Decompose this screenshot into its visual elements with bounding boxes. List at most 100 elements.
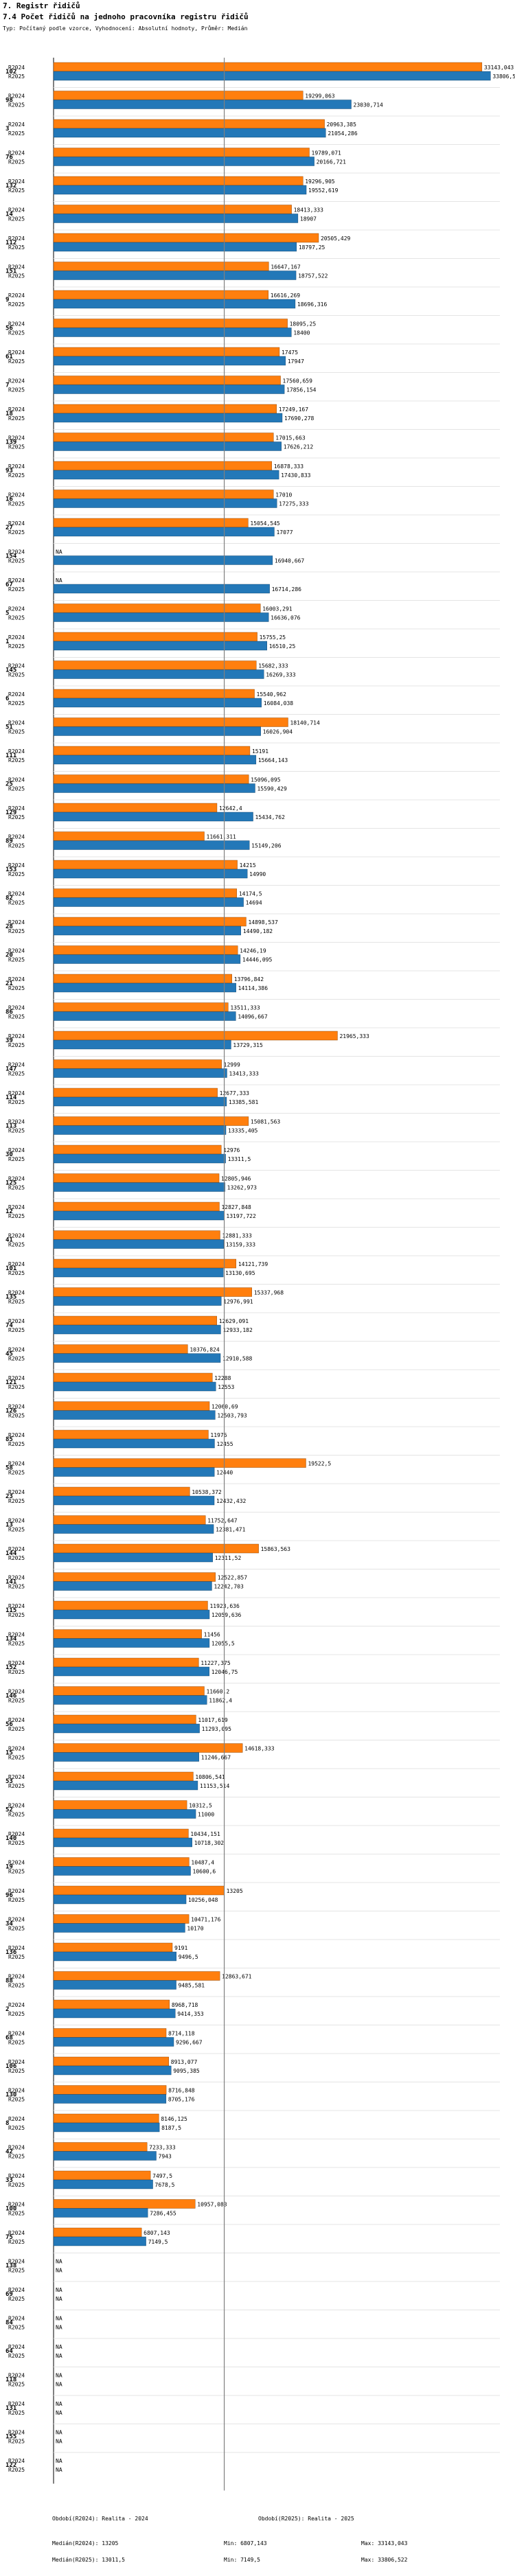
bar-r2025 [53, 869, 248, 879]
series-label-r2024: R2024 [8, 1290, 25, 1296]
series-label-r2025: R2025 [8, 1840, 25, 1846]
series-label-r2025: R2025 [8, 2182, 25, 2188]
bar-r2025 [53, 1381, 216, 1392]
footer-median-2024: Medián(R2024): 13205 [52, 2540, 119, 2546]
bar-r2024 [53, 2113, 159, 2124]
category-label: 28 [5, 923, 13, 930]
bar-r2025 [53, 299, 296, 309]
category-label: 102 [5, 69, 16, 76]
category-label: 42 [5, 2149, 13, 2156]
value-label-r2025: 9496,5 [179, 1954, 198, 1960]
bar-r2025 [53, 1524, 214, 1534]
series-label-r2025: R2025 [8, 2382, 25, 2388]
series-label-r2025: R2025 [8, 444, 25, 450]
series-label-r2024: R2024 [8, 1347, 25, 1353]
category-label: 88 [5, 1978, 13, 1985]
value-label-r2025: NA [56, 2467, 62, 2473]
value-label-r2024: 12999 [224, 1062, 240, 1068]
category-label: 58 [5, 1465, 13, 1472]
series-label-r2025: R2025 [8, 330, 25, 336]
bar-r2024 [53, 319, 288, 328]
series-label-r2025: R2025 [8, 1270, 25, 1276]
bar-r2025 [53, 1695, 207, 1705]
bar-r2025 [53, 1182, 225, 1192]
value-label-r2024: 12060,69 [211, 1404, 238, 1410]
series-label-r2025: R2025 [8, 73, 25, 80]
series-label-r2024: R2024 [8, 634, 25, 641]
bar-r2025 [53, 612, 269, 622]
value-label-r2025: 12432,432 [216, 1498, 247, 1504]
series-label-r2024: R2024 [8, 1689, 25, 1695]
bar-r2024 [53, 1344, 188, 1354]
bar-r2024 [53, 1429, 209, 1440]
bar-r2025 [53, 2151, 157, 2161]
bar-r2025 [53, 100, 352, 109]
category-label: 41 [5, 1237, 13, 1244]
value-label-r2024: 13511,333 [230, 1005, 260, 1011]
bar-r2024 [53, 1800, 187, 1810]
category-label: 56 [5, 325, 13, 332]
value-label-r2025: 12242,703 [214, 1584, 244, 1590]
chart-title: 7.4 Počet řidičů na jednoho pracovníka r… [3, 12, 249, 21]
series-label-r2025: R2025 [8, 2296, 25, 2302]
value-label-r2024: 6807,143 [144, 2230, 170, 2236]
value-label-r2025: 12440 [216, 1470, 233, 1476]
category-label: 98 [5, 97, 13, 104]
value-label-r2025: 14446,095 [242, 957, 273, 963]
series-label-r2024: R2024 [8, 1603, 25, 1609]
value-label-r2024: 11456 [204, 1632, 220, 1638]
series-label-r2025: R2025 [8, 1042, 25, 1048]
series-label-r2025: R2025 [8, 501, 25, 507]
value-label-r2024: NA [56, 2316, 62, 2322]
value-label-r2025: 16940,667 [275, 558, 305, 564]
category-label: 134 [5, 1636, 17, 1643]
value-label-r2024: NA [56, 2259, 62, 2265]
series-label-r2025: R2025 [8, 529, 25, 536]
value-label-r2025: 17856,154 [286, 387, 317, 393]
series-label-r2024: R2024 [8, 1746, 25, 1752]
series-label-r2024: R2024 [8, 2059, 25, 2065]
category-label: 115 [5, 1607, 16, 1614]
value-label-r2024: 7233,333 [149, 2145, 176, 2151]
value-label-r2024: 14898,537 [248, 919, 278, 925]
category-label: 135 [5, 1294, 16, 1301]
bar-r2025 [53, 1609, 210, 1620]
value-label-r2025: 10718,302 [194, 1840, 225, 1846]
series-label-r2025: R2025 [8, 1755, 25, 1761]
series-label-r2025: R2025 [8, 2410, 25, 2416]
category-label: 131 [5, 2405, 16, 2412]
footer-period-2025: Období(R2025): Realita - 2025 [258, 2516, 354, 2522]
value-label-r2025: 11153,514 [200, 1783, 230, 1789]
series-label-r2025: R2025 [8, 558, 25, 564]
series-label-r2024: R2024 [8, 1945, 25, 1951]
series-label-r2024: R2024 [8, 1575, 25, 1581]
value-label-r2024: 18413,333 [294, 207, 324, 214]
value-label-r2025: 12933,182 [222, 1327, 253, 1333]
value-label-r2024: NA [56, 2373, 62, 2379]
bar-r2025 [53, 214, 299, 223]
series-label-r2025: R2025 [8, 1954, 25, 1960]
value-label-r2025: 14490,182 [243, 928, 273, 934]
value-label-r2025: 14694 [246, 900, 262, 906]
bar-r2025 [53, 2065, 172, 2075]
series-label-r2024: R2024 [8, 2430, 25, 2436]
series-label-r2024: R2024 [8, 2458, 25, 2464]
category-label: 125 [5, 1180, 16, 1187]
category-label: 136 [5, 1949, 16, 1956]
series-label-r2025: R2025 [8, 2239, 25, 2245]
series-label-r2025: R2025 [8, 871, 25, 877]
value-label-r2025: 18797,25 [299, 244, 325, 251]
value-label-r2025: 7943 [159, 2154, 172, 2160]
series-label-r2025: R2025 [8, 273, 25, 279]
value-label-r2025: NA [56, 2353, 62, 2359]
bar-r2025 [53, 185, 307, 195]
category-label: 144 [5, 1550, 17, 1557]
bar-r2024 [53, 1401, 210, 1411]
series-label-r2025: R2025 [8, 2353, 25, 2359]
bar-r2024 [53, 1145, 222, 1155]
category-label: 106 [5, 2063, 16, 2070]
value-label-r2024: 12863,671 [222, 1974, 252, 1980]
bar-r2025 [53, 1752, 199, 1762]
bar-r2024 [53, 1828, 189, 1839]
bar-r2025 [53, 2094, 167, 2104]
